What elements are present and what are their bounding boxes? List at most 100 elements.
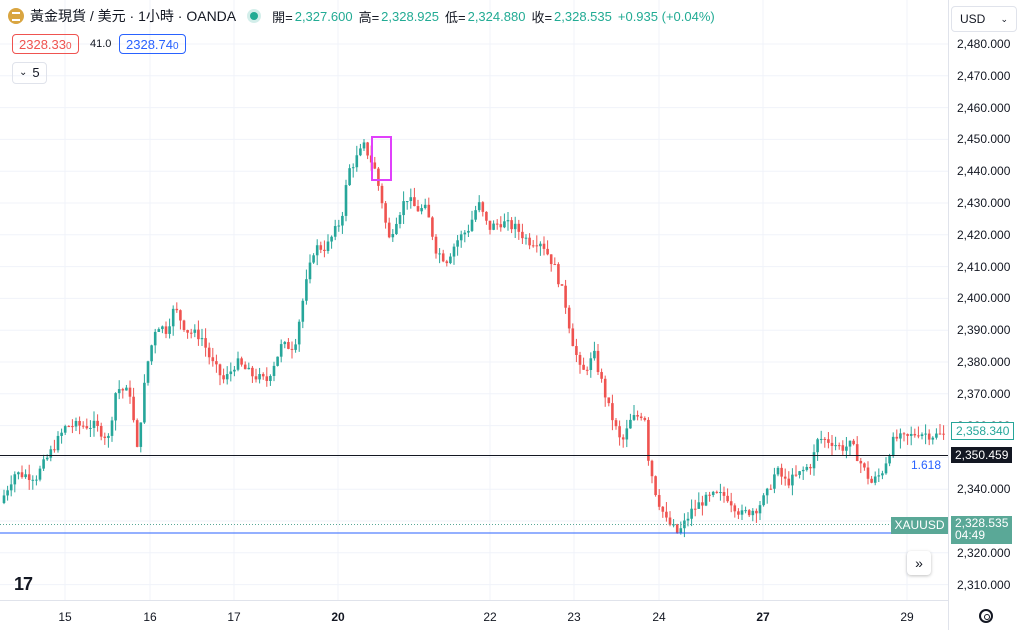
time-tick: 15 <box>58 610 72 624</box>
candle-body <box>481 202 485 212</box>
candle-body <box>341 215 344 226</box>
candle-body <box>679 528 683 533</box>
candle-body <box>337 225 341 227</box>
candle-body <box>499 224 503 228</box>
candle-body <box>816 439 819 453</box>
candle-body <box>863 463 866 468</box>
candle-body <box>261 374 265 377</box>
candle-body <box>722 492 726 496</box>
candle-body <box>431 217 434 237</box>
candle-body <box>301 300 305 322</box>
candle-body <box>135 420 139 447</box>
symbol-tag: XAUUSD <box>891 517 948 534</box>
time-tick: 23 <box>567 610 581 624</box>
current-price: 2,328.535 <box>955 516 1009 530</box>
price-tick: 2,310.000 <box>957 577 1011 592</box>
buy-button[interactable]: 2328.740 <box>119 34 186 54</box>
time-tick: 20 <box>331 610 345 624</box>
candle-body <box>247 367 251 370</box>
candle-body <box>175 308 179 311</box>
price-tick: 2,400.000 <box>957 291 1011 306</box>
candlestick-chart[interactable] <box>0 0 948 600</box>
market-status-icon <box>250 12 259 20</box>
candle-body <box>92 420 96 428</box>
candle-body <box>492 223 495 230</box>
candle-body <box>74 420 78 427</box>
candle-body <box>470 219 474 231</box>
candle-body <box>330 236 333 242</box>
scroll-to-realtime-button[interactable]: » <box>907 551 931 575</box>
candle-body <box>189 332 193 334</box>
candle-body <box>657 495 661 507</box>
candle-body <box>211 357 215 362</box>
candle-body <box>218 364 222 376</box>
candle-body <box>323 249 326 251</box>
time-tick: 22 <box>483 610 497 624</box>
candle-body <box>719 492 722 494</box>
candle-body <box>452 246 456 257</box>
candle-body <box>733 505 737 512</box>
symbol-title[interactable]: 黃金現貨 / 美元 · 1小時 · OANDA <box>30 8 237 24</box>
price-tick: 2,340.000 <box>957 482 1011 497</box>
candle-body <box>110 420 114 436</box>
candle-body <box>171 308 175 327</box>
gold-symbol-icon <box>8 8 24 24</box>
price-tick: 2,460.000 <box>957 100 1011 115</box>
candle-body <box>909 433 913 436</box>
indicators-toggle-button[interactable]: ⌄ 5 <box>12 62 47 84</box>
candle-body <box>272 365 276 376</box>
candle-body <box>139 422 143 447</box>
candle-body <box>197 329 200 340</box>
candle-body <box>477 202 481 211</box>
current-price-label: 2,328.535 04:49 <box>951 516 1013 544</box>
candle-body <box>758 505 762 514</box>
candle-body <box>528 237 531 246</box>
candle-body <box>827 439 830 443</box>
candle-body <box>24 474 27 478</box>
candle-body <box>362 142 366 149</box>
candle-body <box>366 142 369 156</box>
settings-icon[interactable] <box>979 609 993 623</box>
candle-body <box>567 307 571 329</box>
candle-body <box>715 491 719 493</box>
candle-body <box>755 510 758 514</box>
chart-area[interactable] <box>0 0 948 600</box>
candle-body <box>20 472 24 478</box>
candle-body <box>935 433 938 438</box>
candle-body <box>798 471 801 475</box>
candle-body <box>888 456 891 464</box>
candle-body <box>395 223 398 235</box>
candle-body <box>269 375 272 381</box>
price-tick: 2,480.000 <box>957 37 1011 51</box>
candle-body <box>207 347 211 358</box>
candle-body <box>445 261 449 264</box>
candle-body <box>315 245 319 256</box>
candle-body <box>229 371 233 375</box>
candle-body <box>611 403 614 421</box>
price-tick: 2,450.000 <box>957 132 1011 147</box>
candle-body <box>506 220 510 222</box>
candle-body <box>420 208 423 212</box>
close-label: 收= <box>531 9 553 25</box>
candle-body <box>729 501 733 506</box>
candle-body <box>740 510 744 515</box>
candle-body <box>164 326 168 334</box>
candle-body <box>13 474 17 485</box>
candle-body <box>348 168 351 186</box>
candle-body <box>423 204 427 209</box>
currency-select[interactable]: USD ⌄ <box>951 6 1017 32</box>
open-value: 2,327.600 <box>294 8 353 24</box>
candle-body <box>222 375 225 380</box>
candle-body <box>650 460 654 477</box>
candle-body <box>114 393 117 421</box>
currency-label: USD <box>960 12 986 26</box>
sell-button[interactable]: 2328.330 <box>12 34 79 54</box>
candle-body <box>773 474 776 489</box>
candle-body <box>780 467 783 477</box>
candle-body <box>895 436 899 439</box>
candle-body <box>182 320 186 330</box>
time-axis[interactable]: 15 16 17 20 22 23 24 27 29 <box>0 600 948 631</box>
candle-body <box>319 245 323 250</box>
candle-body <box>503 221 506 228</box>
candle-body <box>665 511 668 518</box>
